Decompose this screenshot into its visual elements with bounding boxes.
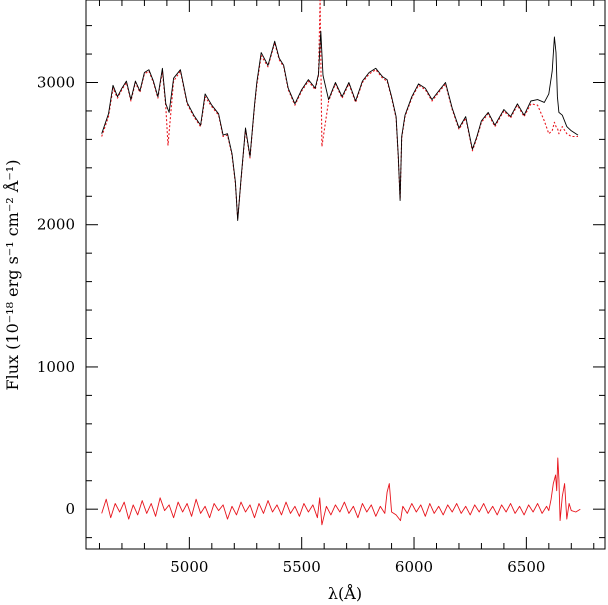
y-tick-label: 2000	[37, 216, 75, 234]
y-tick-label: 3000	[37, 73, 75, 91]
x-tick-label: 5500	[283, 558, 321, 576]
y-tick-labels: 0 1000 2000 3000	[37, 73, 75, 518]
y-axis-label: Flux (10⁻¹⁸ erg s⁻¹ cm⁻² Å⁻¹)	[2, 160, 22, 391]
x-tick-label: 5000	[170, 558, 208, 576]
residuals-line	[101, 457, 581, 526]
x-tick-label: 6500	[507, 558, 545, 576]
series-layer	[101, 0, 581, 526]
plot-frame	[85, 0, 606, 550]
x-tick-labels: 5000 5500 6000 6500	[170, 558, 545, 576]
model-fit-line	[101, 0, 578, 220]
y-tick-label: 1000	[37, 358, 75, 376]
x-tick-label: 6000	[395, 558, 433, 576]
x-axis-label: λ(Å)	[328, 583, 362, 603]
y-tick-label: 0	[65, 500, 75, 518]
observed-spectrum-line	[101, 30, 579, 221]
axis-ticks	[86, 0, 605, 549]
